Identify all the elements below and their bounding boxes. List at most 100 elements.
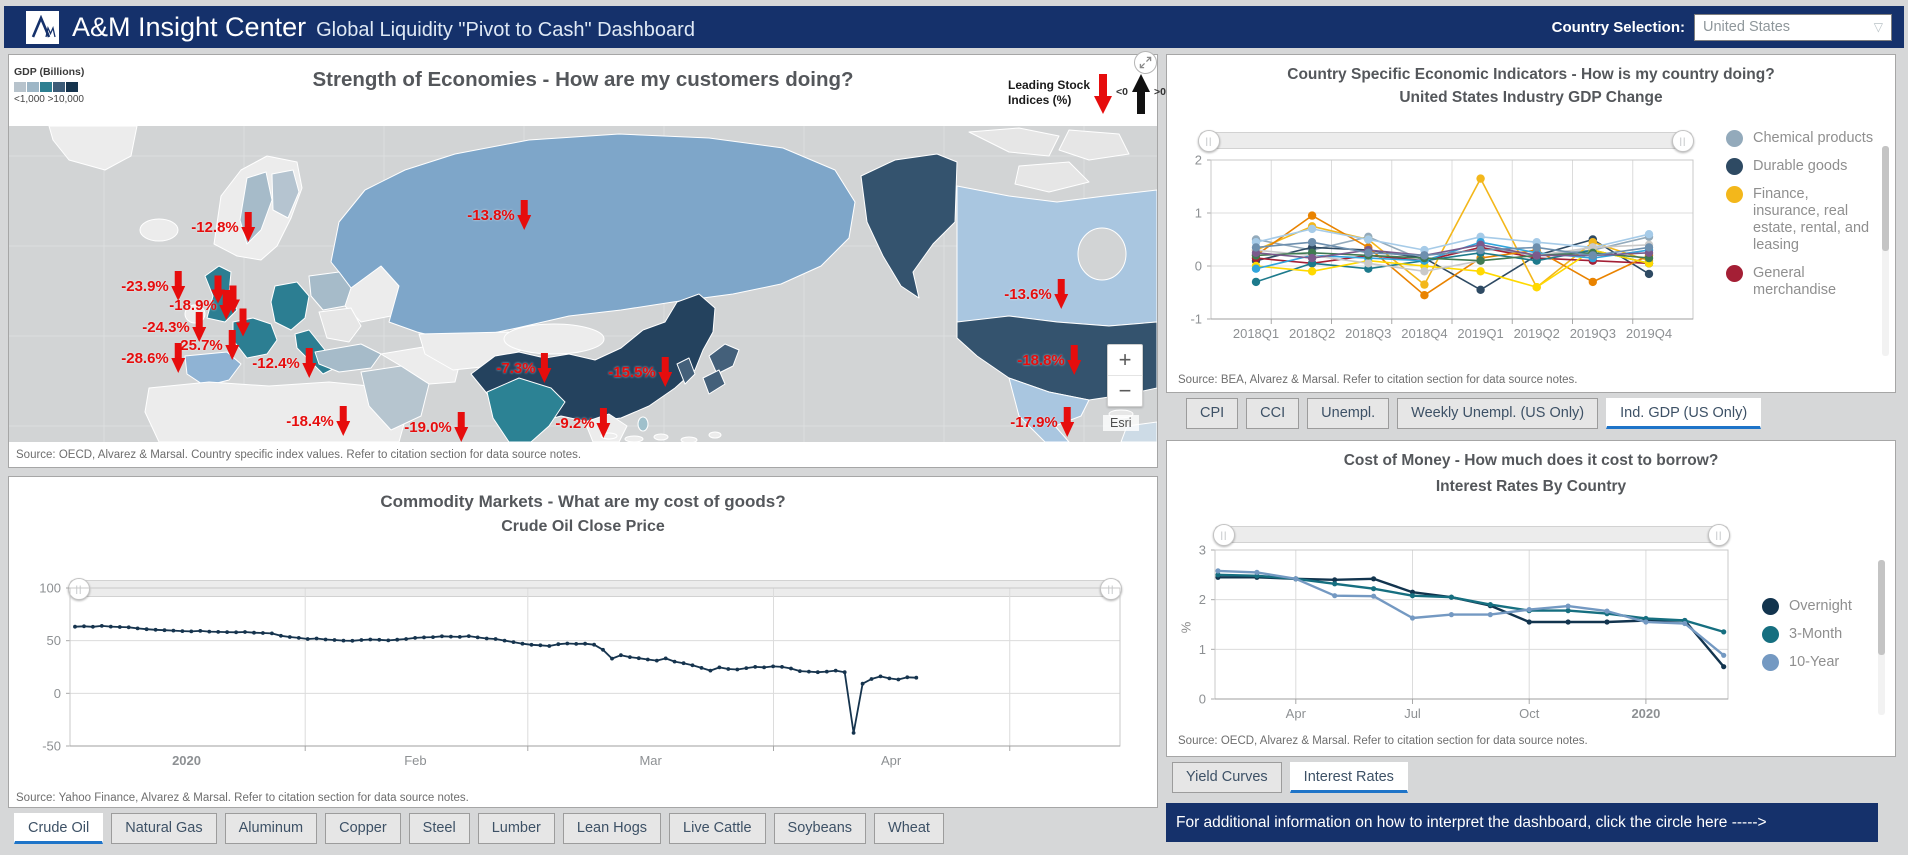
svg-text:100: 100 [39,581,61,596]
legend-scrollbar[interactable] [1878,560,1885,715]
down-arrow-icon [1053,279,1068,309]
down-arrow-icon [170,343,185,373]
tab-lumber[interactable]: Lumber [477,813,555,844]
slider-handle-left[interactable] [1198,129,1220,152]
svg-text:-1: -1 [1190,312,1202,327]
down-arrow-icon [224,330,239,360]
commodity-chart-subtitle: Crude Oil Close Price [501,518,665,535]
cost-tabs: Yield Curves Interest Rates [1172,762,1408,793]
map-zoom-control: + − [1107,344,1143,407]
stock-index-change-label: -18.9% [169,290,233,320]
country-select-value: United States [1703,19,1791,35]
scrollbar-thumb[interactable] [1878,560,1885,655]
legend-label: General merchandise [1753,265,1837,298]
map-label-text: -12.4% [252,354,300,372]
slider-handle-right[interactable] [1672,129,1694,152]
svg-text:2019Q1: 2019Q1 [1457,326,1503,341]
y-axis-label: % [1178,621,1194,634]
tab-cci[interactable]: CCI [1246,398,1300,429]
svg-text:1: 1 [1195,206,1202,221]
tab-ind-gdp-us-only[interactable]: Ind. GDP (US Only) [1606,398,1762,429]
indicators-range-slider[interactable] [1198,129,1694,152]
tab-copper[interactable]: Copper [325,813,401,844]
commodity-tabs: Crude Oil Natural Gas Aluminum Copper Steel L… [14,813,944,844]
tab-natural-gas[interactable]: Natural Gas [111,813,217,844]
tab-yield-curves[interactable]: Yield Curves [1172,762,1282,793]
legend-label: Overnight [1789,598,1852,614]
down-arrow-icon [537,353,552,383]
stock-up-label: >0 [1154,86,1166,98]
legend-scrollbar[interactable] [1882,146,1889,356]
legend-swatch-icon [1726,130,1743,147]
world-map-graphic [9,126,1157,442]
gdp-max-label: >10,000 [47,94,84,105]
legend-item[interactable]: Durable goods [1726,158,1878,175]
map-attribution[interactable]: Esri [1103,415,1139,431]
tab-soybeans[interactable]: Soybeans [773,813,867,844]
tab-unempl[interactable]: Unempl. [1307,398,1390,429]
slider-handle-left[interactable] [1213,523,1235,546]
zoom-out-button[interactable]: − [1108,375,1142,406]
stock-index-change-label: -23.9% [121,271,185,301]
legend-swatch-icon [1762,598,1779,615]
down-arrow-icon [301,348,316,378]
legend-item[interactable]: Finance, insurance, real estate, rental,… [1726,186,1878,254]
svg-text:-50: -50 [42,739,61,754]
legend-item[interactable]: Chemical products [1726,130,1878,147]
tab-weekly-unempl-us-only[interactable]: Weekly Unempl. (US Only) [1397,398,1599,429]
svg-text:Feb: Feb [404,753,426,768]
down-arrow-icon [1094,74,1113,114]
down-arrow-icon [335,406,350,436]
legend-item[interactable]: Overnight [1762,598,1872,615]
country-select[interactable]: United States ▽ [1694,13,1892,41]
gdp-legend-title: GDP (Billions) [14,66,85,78]
map-label-text: -23.9% [121,277,169,295]
svg-text:2018Q3: 2018Q3 [1345,326,1391,341]
tab-wheat[interactable]: Wheat [874,813,944,844]
svg-text:50: 50 [47,633,61,648]
map-label-text: -12.8% [191,218,239,236]
stock-index-change-label: -18.8% [1017,345,1081,375]
map-label-text: -25.7% [175,336,223,354]
svg-text:Jul: Jul [1404,706,1421,721]
stock-legend-line1: Leading Stock [1008,78,1091,92]
world-map[interactable]: -12.8% -13.8% -23.9% -18.9% -24.3% -25.7% -28.… [9,126,1157,442]
expand-panel-button[interactable] [1134,51,1157,74]
gdp-ramp-swatch [27,82,39,92]
tab-live-cattle[interactable]: Live Cattle [669,813,766,844]
scrollbar-thumb[interactable] [1882,146,1889,251]
stock-index-change-label: -17.9% [1010,407,1074,437]
svg-text:0: 0 [1199,692,1206,707]
slider-handle-right[interactable] [1708,523,1730,546]
stock-index-change-label: -24.3% [142,312,206,342]
stock-index-change-label: -15.5% [608,357,672,387]
legend-swatch-icon [1726,265,1743,282]
tab-interest-rates[interactable]: Interest Rates [1289,762,1408,793]
stock-legend-line2: Indices (%) [1008,93,1072,107]
tab-cpi[interactable]: CPI [1186,398,1239,429]
gdp-ramp-swatch [66,82,78,92]
tab-steel[interactable]: Steel [408,813,470,844]
map-label-text: -18.8% [1017,351,1065,369]
legend-item[interactable]: 10-Year [1762,654,1872,671]
indicators-source-note: Source: BEA, Alvarez & Marsal. Refer to … [1178,374,1578,386]
indicators-panel [1166,54,1896,393]
stock-index-change-label: -13.6% [1004,279,1068,309]
indicators-panel-title: Country Specific Economic Indicators - H… [1287,66,1775,83]
cost-range-slider[interactable] [1213,523,1730,546]
cost-chart-subtitle: Interest Rates By Country [1435,478,1627,495]
gdp-legend: GDP (Billions) <1,000 >10,000 [14,66,84,105]
up-arrow-icon [1132,74,1150,114]
tab-aluminum[interactable]: Aluminum [224,813,318,844]
map-label-text: -9.2% [555,414,595,432]
svg-text:0: 0 [1195,259,1202,274]
legend-item[interactable]: 3-Month [1762,626,1872,643]
down-arrow-icon [453,412,468,442]
tab-crude-oil[interactable]: Crude Oil [14,813,104,844]
legend-item[interactable]: General merchandise [1726,265,1878,299]
cost-panel-title: Cost of Money - How much does it cost to… [1343,452,1719,469]
map-label-text: -24.3% [142,318,190,336]
zoom-in-button[interactable]: + [1118,347,1132,372]
svg-text:2: 2 [1199,592,1206,607]
tab-lean-hogs[interactable]: Lean Hogs [562,813,662,844]
